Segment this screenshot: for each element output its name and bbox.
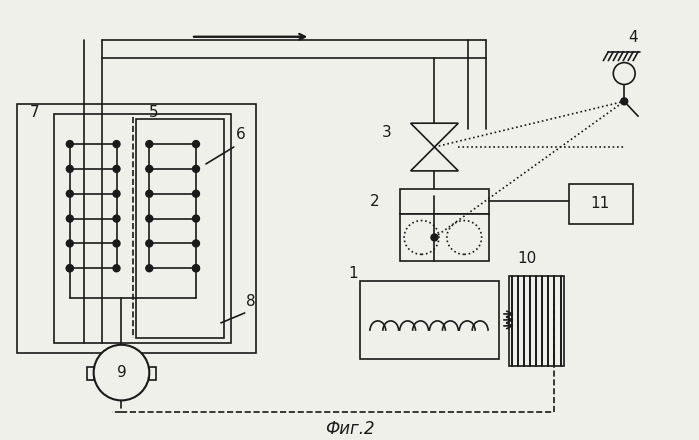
Bar (150, 367, 157, 380)
Circle shape (113, 165, 120, 172)
Circle shape (146, 190, 153, 197)
Circle shape (613, 62, 635, 84)
Circle shape (192, 165, 199, 172)
Circle shape (66, 265, 73, 272)
Text: 7: 7 (30, 105, 40, 120)
Text: 10: 10 (517, 251, 536, 266)
Text: 1: 1 (348, 266, 358, 281)
Text: 2: 2 (370, 194, 380, 209)
Circle shape (66, 215, 73, 222)
Circle shape (113, 190, 120, 197)
Circle shape (192, 265, 199, 272)
Bar (400, 213, 489, 261)
Circle shape (66, 240, 73, 247)
Circle shape (192, 240, 199, 247)
Circle shape (621, 98, 628, 105)
Bar (400, 189, 489, 213)
Circle shape (146, 240, 153, 247)
Text: Фиг.2: Фиг.2 (325, 420, 375, 438)
Bar (509, 276, 563, 366)
Circle shape (113, 215, 120, 222)
Circle shape (113, 141, 120, 147)
Text: 3: 3 (382, 125, 391, 140)
Circle shape (66, 265, 73, 272)
Text: 4: 4 (628, 30, 637, 45)
Bar (568, 184, 633, 224)
Circle shape (192, 265, 199, 272)
Circle shape (66, 190, 73, 197)
Bar (87, 367, 94, 380)
Circle shape (94, 345, 150, 400)
Circle shape (192, 141, 199, 147)
Circle shape (66, 141, 73, 147)
Circle shape (146, 265, 153, 272)
Text: 5: 5 (150, 105, 159, 120)
Circle shape (192, 215, 199, 222)
Bar (17, 104, 256, 353)
Bar (360, 281, 499, 359)
Circle shape (113, 265, 120, 272)
Text: 9: 9 (117, 365, 127, 380)
Circle shape (113, 240, 120, 247)
Bar (54, 114, 231, 343)
Bar (136, 119, 224, 338)
Text: 8: 8 (245, 294, 255, 309)
Circle shape (192, 190, 199, 197)
Text: 6: 6 (236, 127, 245, 142)
Circle shape (66, 165, 73, 172)
Circle shape (146, 165, 153, 172)
Circle shape (146, 141, 153, 147)
Circle shape (146, 215, 153, 222)
Text: 11: 11 (591, 196, 610, 211)
Circle shape (431, 234, 438, 241)
